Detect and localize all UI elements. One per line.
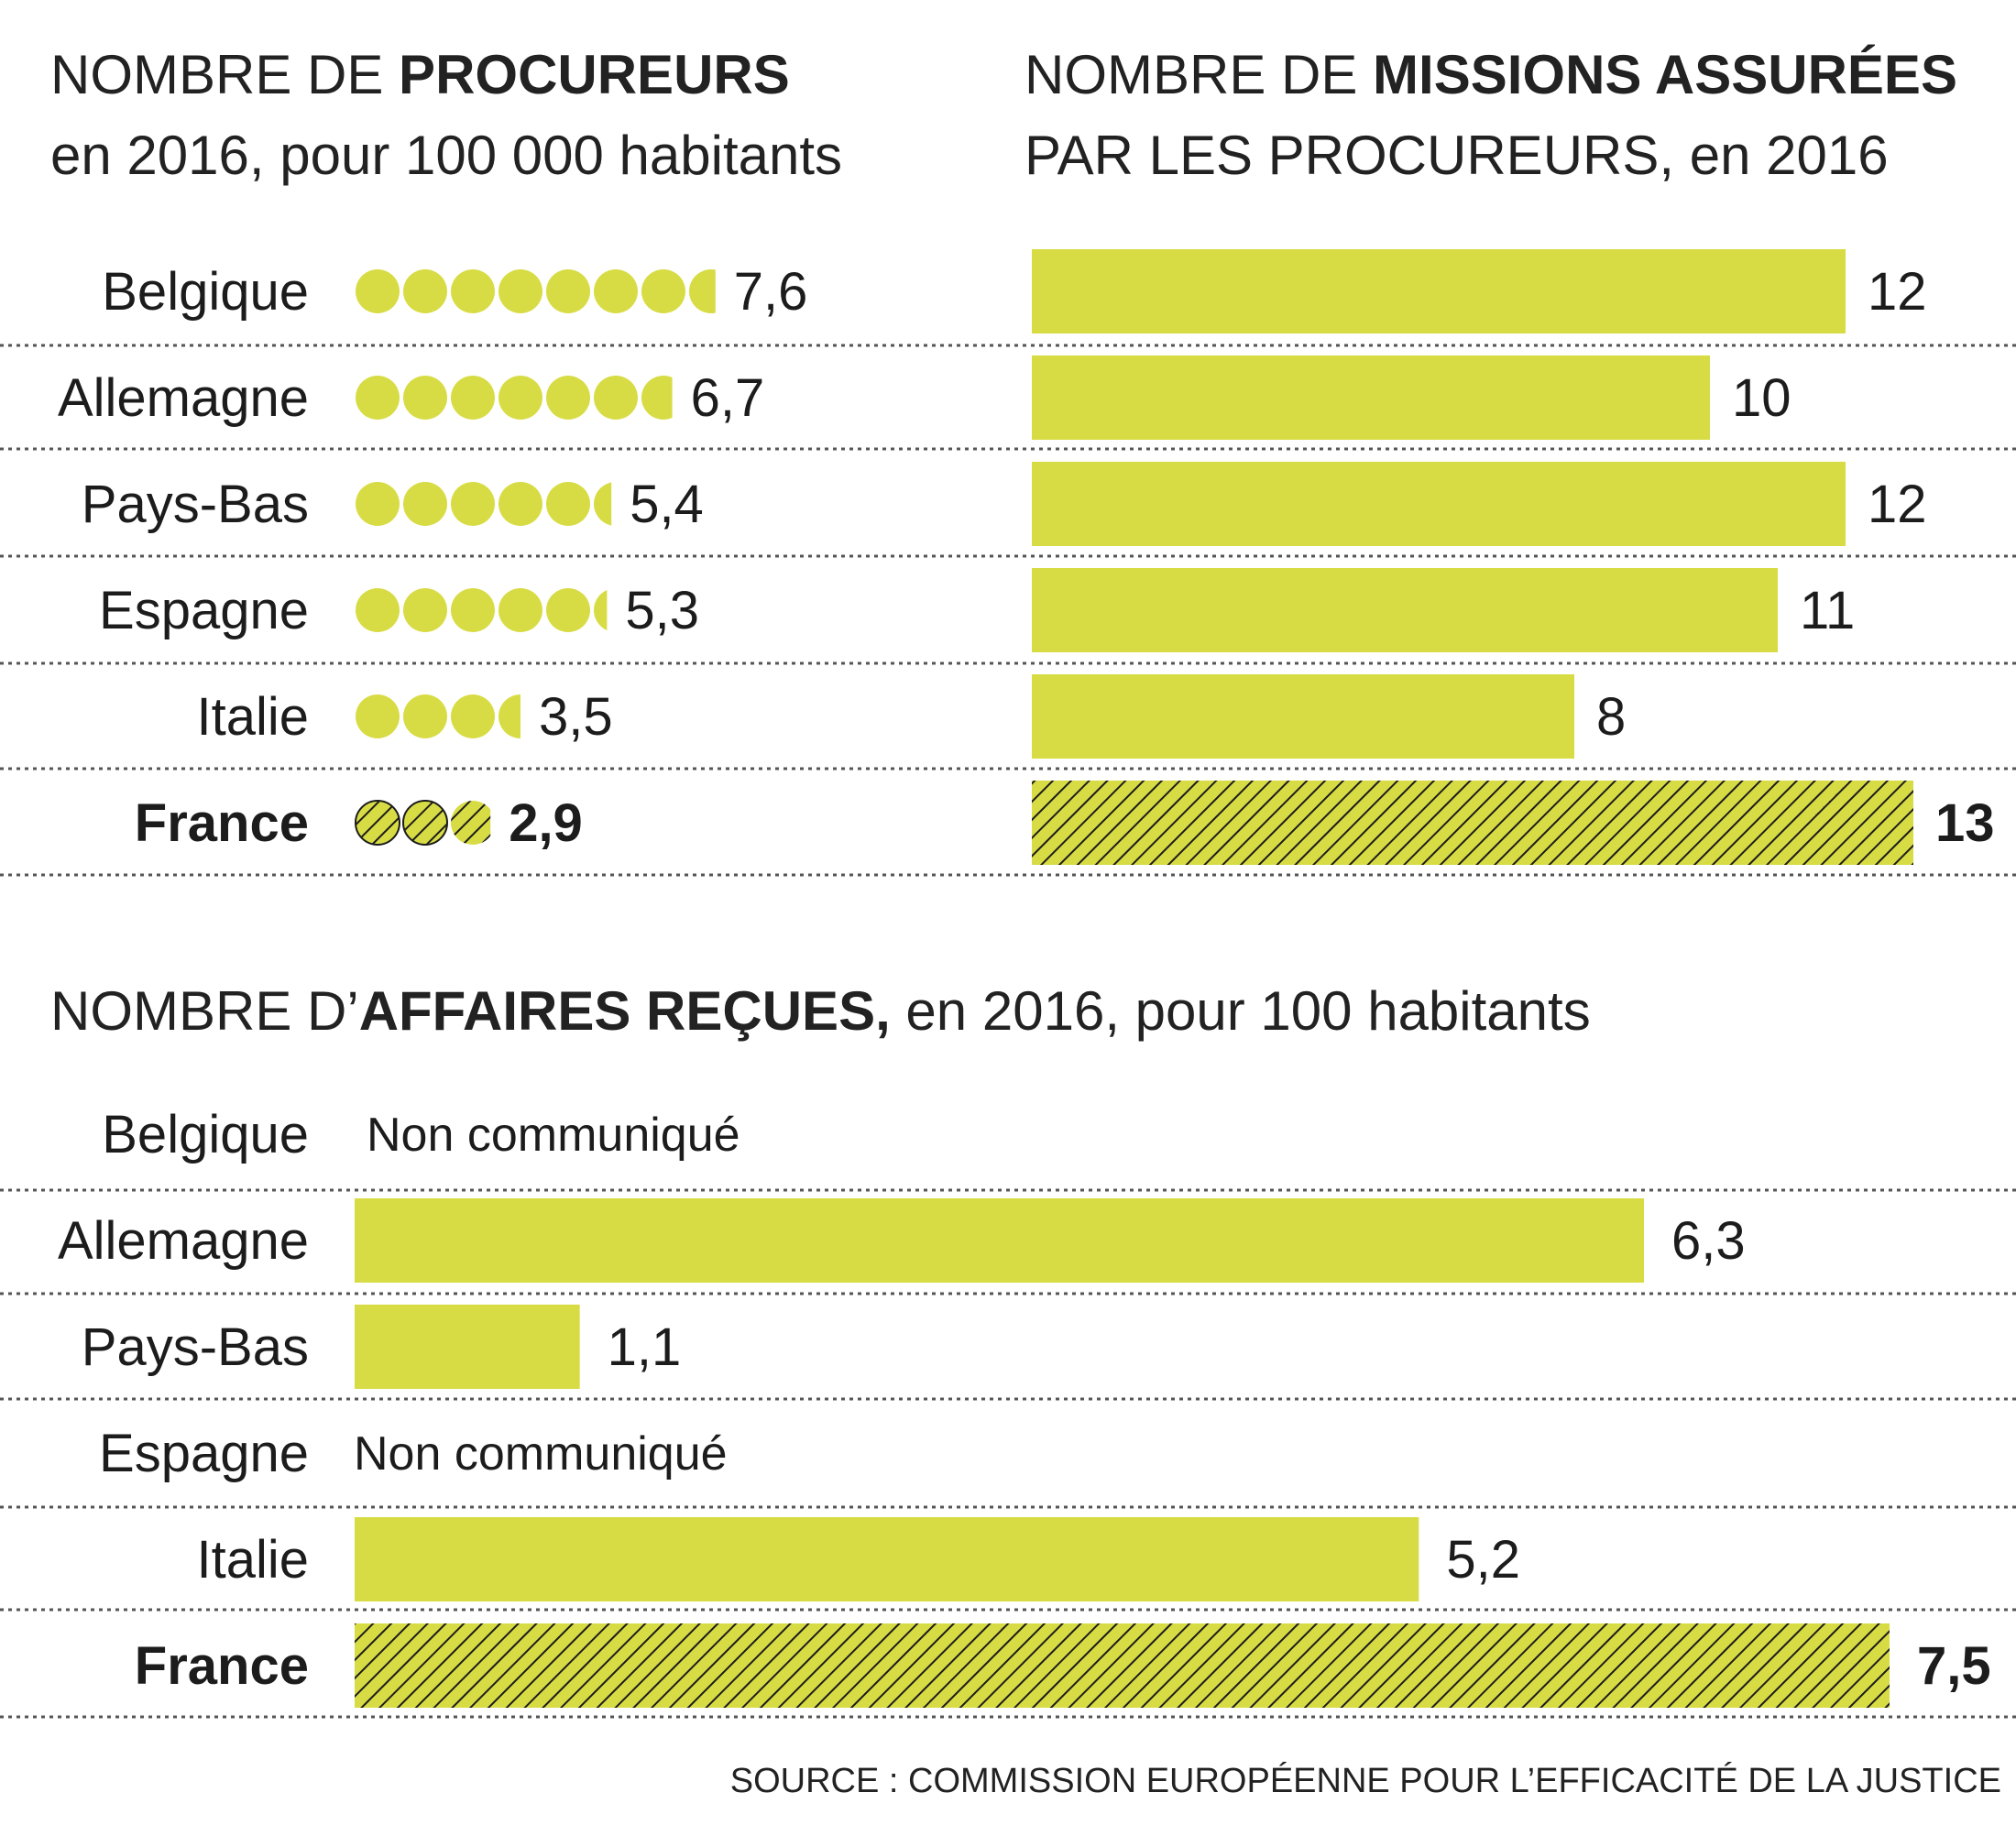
procureurs-dot-belgique-4 <box>499 269 542 313</box>
missions-value-belgique: 12 <box>1868 262 1927 322</box>
procureurs-subtitle: en 2016, pour 100 000 habitants <box>50 125 843 186</box>
procureurs-dot-espagne-5 <box>546 588 590 632</box>
procureurs-dot-allemagne-5 <box>546 376 590 420</box>
procureurs-title-pre: NOMBRE DE <box>50 44 400 105</box>
procureurs-dot-belgique-3 <box>451 269 495 313</box>
country-label-pays-bas: Pays-Bas <box>82 475 309 534</box>
procureurs-dot-allemagne-2 <box>403 376 447 420</box>
procureurs-dot-france-2 <box>402 800 448 846</box>
procureurs-dot-belgique-7 <box>641 269 685 313</box>
missions-bar-pays-bas <box>1032 462 1846 546</box>
missions-value-italie: 8 <box>1596 687 1626 747</box>
missions-bar-espagne <box>1032 568 1778 652</box>
missions-title-bold: MISSIONS ASSURÉES <box>1373 44 1957 105</box>
procureurs-dot-allemagne-1 <box>356 376 400 420</box>
procureurs-dot-allemagne-4 <box>499 376 542 420</box>
missions-bar-allemagne <box>1032 355 1710 440</box>
affaires-country-label-allemagne: Allemagne <box>58 1211 309 1271</box>
procureurs-dot-italie-2 <box>403 694 447 738</box>
affaires-value-france: 7,5 <box>1917 1636 1991 1696</box>
affaires-bar-allemagne <box>355 1198 1644 1283</box>
procureurs-dot-belgique-partial <box>689 269 716 313</box>
procureurs-dot-belgique-5 <box>546 269 590 313</box>
procureurs-dot-espagne-3 <box>451 588 495 632</box>
procureurs-title-bold: PROCUREURS <box>399 44 790 105</box>
missions-value-france: 13 <box>1935 793 1995 853</box>
missions-value-espagne: 11 <box>1800 581 1855 640</box>
affaires-country-label-france: France <box>135 1636 309 1696</box>
affaires-bar-france <box>355 1623 1890 1708</box>
affaires-country-label-pays-bas: Pays-Bas <box>82 1317 309 1377</box>
missions-subtitle: PAR LES PROCUREURS, en 2016 <box>1024 125 1889 186</box>
procureurs-dot-pays-bas-4 <box>499 482 542 526</box>
affaires-title-pre: NOMBRE D’ <box>50 980 359 1042</box>
procureurs-dot-italie-1 <box>356 694 400 738</box>
affaires-value-pays-bas: 1,1 <box>608 1317 682 1377</box>
missions-bar-france <box>1032 781 1913 865</box>
procureurs-dot-france-1 <box>355 800 400 846</box>
procureurs-dot-pays-bas-1 <box>356 482 400 526</box>
country-label-espagne: Espagne <box>99 581 309 640</box>
procureurs-dot-belgique-2 <box>403 269 447 313</box>
procureurs-value-italie: 3,5 <box>539 687 613 747</box>
missions-bar-belgique <box>1032 249 1846 333</box>
affaires-bar-italie <box>355 1517 1419 1601</box>
procureurs-dot-espagne-2 <box>403 588 447 632</box>
procureurs-dot-allemagne-6 <box>594 376 638 420</box>
affaires-title-bold: AFFAIRES REÇUES, <box>358 980 891 1042</box>
procureurs-dot-pays-bas-3 <box>451 482 495 526</box>
affaires-country-label-italie: Italie <box>196 1530 309 1590</box>
procureurs-value-espagne: 5,3 <box>625 581 699 640</box>
procureurs-dot-espagne-4 <box>499 588 542 632</box>
missions-value-pays-bas: 12 <box>1868 475 1927 534</box>
procureurs-dot-italie-3 <box>451 694 495 738</box>
missions-value-allemagne: 10 <box>1732 368 1791 428</box>
missions-bar-italie <box>1032 674 1574 759</box>
procureurs-dot-belgique-1 <box>356 269 400 313</box>
procureurs-value-france: 2,9 <box>509 793 583 853</box>
country-label-belgique: Belgique <box>102 262 309 322</box>
procureurs-dot-france-partial <box>451 801 491 845</box>
country-label-france: France <box>135 793 309 853</box>
procureurs-dot-belgique-6 <box>594 269 638 313</box>
procureurs-dot-pays-bas-2 <box>403 482 447 526</box>
affaires-country-label-espagne: Espagne <box>99 1424 309 1483</box>
procureurs-dot-pays-bas-5 <box>546 482 590 526</box>
procureurs-dot-italie-partial <box>499 694 520 738</box>
affaires-not-reported-espagne: Non communiqué <box>354 1427 728 1481</box>
procureurs-title: NOMBRE DE PROCUREURS en 2016, pour 100 0… <box>50 35 842 196</box>
procureurs-dot-pays-bas-partial <box>594 482 612 526</box>
missions-title: NOMBRE DE MISSIONS ASSURÉES PAR LES PROC… <box>1024 35 1957 196</box>
affaires-value-allemagne: 6,3 <box>1671 1211 1746 1271</box>
missions-title-pre: NOMBRE DE <box>1024 44 1374 105</box>
procureurs-dot-espagne-1 <box>356 588 400 632</box>
affaires-bar-pays-bas <box>355 1305 580 1389</box>
country-label-italie: Italie <box>196 687 309 747</box>
affaires-not-reported-belgique: Non communiqué <box>367 1109 740 1162</box>
affaires-value-italie: 5,2 <box>1446 1530 1520 1590</box>
affaires-title: NOMBRE D’AFFAIRES REÇUES, en 2016, pour … <box>50 971 1591 1052</box>
procureurs-dot-allemagne-3 <box>451 376 495 420</box>
source-note: SOURCE : COMMISSION EUROPÉENNE POUR L’EF… <box>729 1762 2001 1800</box>
country-label-allemagne: Allemagne <box>58 368 309 428</box>
procureurs-value-belgique: 7,6 <box>734 262 808 322</box>
procureurs-value-pays-bas: 5,4 <box>630 475 704 534</box>
procureurs-dot-espagne-partial <box>594 590 608 630</box>
affaires-country-label-belgique: Belgique <box>102 1105 309 1164</box>
affaires-title-post: en 2016, pour 100 habitants <box>890 980 1591 1042</box>
procureurs-value-allemagne: 6,7 <box>691 368 765 428</box>
procureurs-dot-allemagne-partial <box>641 376 673 420</box>
